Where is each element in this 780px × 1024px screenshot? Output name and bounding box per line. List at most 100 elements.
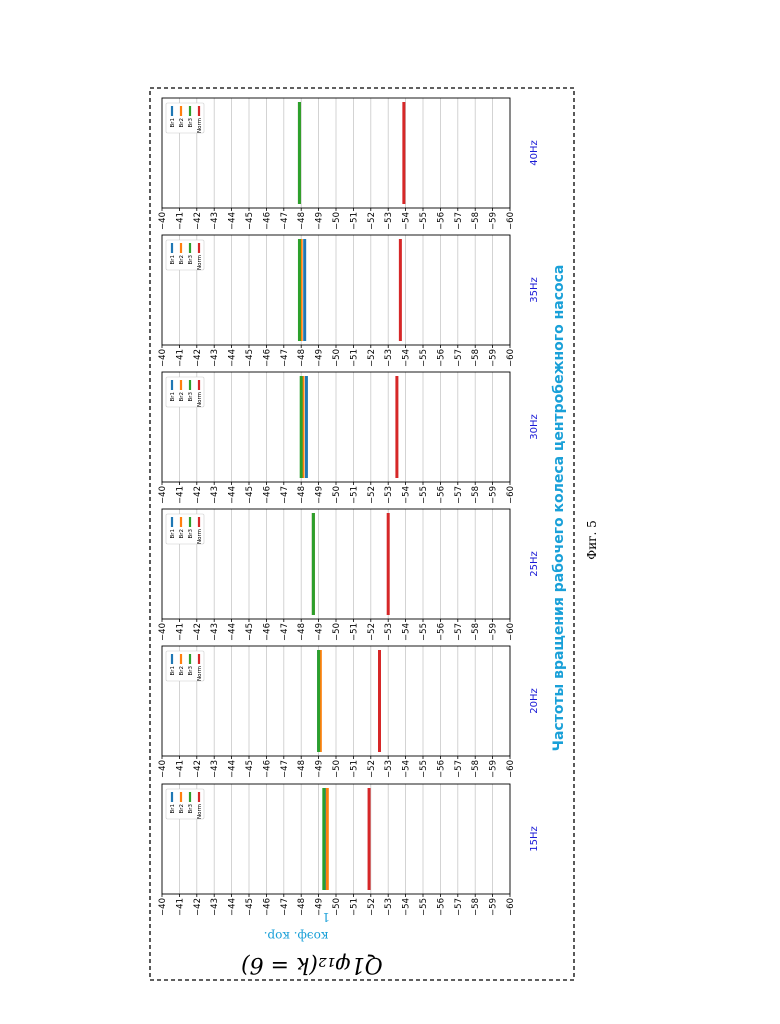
tick-label: −48 [297,349,307,367]
tick-label: −57 [454,212,464,230]
legend: Br1Br2Br3Norm [166,514,204,544]
tick-label: −56 [436,486,446,504]
tick-label: −47 [280,349,290,367]
tick-label: −56 [436,212,446,230]
legend-label-Br2: Br2 [179,666,185,676]
tick-label: −52 [367,760,377,778]
tick-label: −47 [280,623,290,641]
tick-label: −55 [419,212,429,230]
panel-title-20Hz: 20Hz [529,688,540,714]
tick-label: −59 [489,898,499,916]
tick-label: −55 [419,623,429,641]
tick-label: −49 [315,349,325,367]
legend: Br1Br2Br3Norm [166,789,204,819]
panel-title-30Hz: 30Hz [529,414,540,440]
tick-label: −53 [384,623,394,641]
tick-label: −59 [489,486,499,504]
tick-label: −42 [193,486,203,504]
tick-label: −40 [158,623,168,641]
tick-label: −43 [210,486,220,504]
legend-label-Norm: Norm [197,666,203,681]
tick-label: −40 [158,212,168,230]
tick-label: −58 [471,623,481,641]
tick-label: −60 [506,898,516,916]
tick-label: −58 [471,486,481,504]
tick-label: −57 [454,898,464,916]
legend-label-Br3: Br3 [188,118,194,128]
tick-label: −46 [262,349,272,367]
tick-label: −56 [436,623,446,641]
tick-label: −50 [332,898,342,916]
tick-label: −45 [245,486,255,504]
tick-label: −53 [384,212,394,230]
tick-label: −48 [297,760,307,778]
tick-label: −44 [228,623,238,641]
tick-label: −47 [280,486,290,504]
tick-label: −60 [506,486,516,504]
tick-label: −43 [210,623,220,641]
legend: Br1Br2Br3Norm [166,240,204,270]
tick-label: −40 [158,486,168,504]
panel-15Hz: −40−41−42−43−44−45−46−47−48−49−50−51−52−… [158,784,540,916]
tick-label: −58 [471,212,481,230]
tick-label: −41 [175,486,185,504]
panel-title-35Hz: 35Hz [529,277,540,303]
panel-30Hz: −40−41−42−43−44−45−46−47−48−49−50−51−52−… [158,372,540,504]
tick-label: −49 [315,212,325,230]
legend-label-Norm: Norm [197,118,203,133]
panel-25Hz: −40−41−42−43−44−45−46−47−48−49−50−51−52−… [158,509,540,641]
tick-label: −57 [454,486,464,504]
tick-label: −52 [367,212,377,230]
tick-label: −54 [402,760,412,778]
tick-label: −57 [454,760,464,778]
tick-label: −58 [471,349,481,367]
legend-label-Br3: Br3 [188,255,194,265]
legend-label-Norm: Norm [197,255,203,270]
tick-label: −49 [315,760,325,778]
tick-label: −54 [402,486,412,504]
legend-label-Br3: Br3 [188,392,194,402]
legend-label-Norm: Norm [197,804,203,819]
tick-label: −51 [349,212,359,230]
tick-label: −40 [158,349,168,367]
tick-label: −45 [245,760,255,778]
tick-label: −60 [506,212,516,230]
tick-label: −51 [349,486,359,504]
tick-label: −43 [210,898,220,916]
legend-label-Br3: Br3 [188,529,194,539]
tick-label: −43 [210,760,220,778]
legend: Br1Br2Br3Norm [166,651,204,681]
formula-label: Q1φ₁₂(k = 6) [241,952,383,977]
tick-label: −51 [349,898,359,916]
tick-label: −51 [349,760,359,778]
tick-label: −53 [384,898,394,916]
tick-label: −50 [332,760,342,778]
legend-label-Br1: Br1 [170,392,176,402]
tick-label: −43 [210,212,220,230]
tick-label: −52 [367,623,377,641]
tick-label: −47 [280,760,290,778]
tick-label: −53 [384,486,394,504]
tick-label: −55 [419,486,429,504]
tick-label: −47 [280,898,290,916]
tick-label: −58 [471,760,481,778]
tick-label: −44 [228,760,238,778]
tick-label: −49 [315,486,325,504]
tick-label: −45 [245,623,255,641]
tick-label: −52 [367,486,377,504]
tick-label: −41 [175,623,185,641]
tick-label: −41 [175,898,185,916]
tick-label: −59 [489,349,499,367]
tick-label: −46 [262,486,272,504]
tick-label: −48 [297,486,307,504]
tick-label: −40 [158,898,168,916]
axis-title: Частоты вращения рабочего колеса центроб… [551,265,567,752]
tick-label: −52 [367,898,377,916]
tick-label: −50 [332,349,342,367]
panel-20Hz: −40−41−42−43−44−45−46−47−48−49−50−51−52−… [158,646,540,778]
tick-label: −55 [419,349,429,367]
tick-label: −42 [193,623,203,641]
panel-title-15Hz: 15Hz [529,826,540,852]
tick-label: −50 [332,623,342,641]
legend-label-Br1: Br1 [170,255,176,265]
